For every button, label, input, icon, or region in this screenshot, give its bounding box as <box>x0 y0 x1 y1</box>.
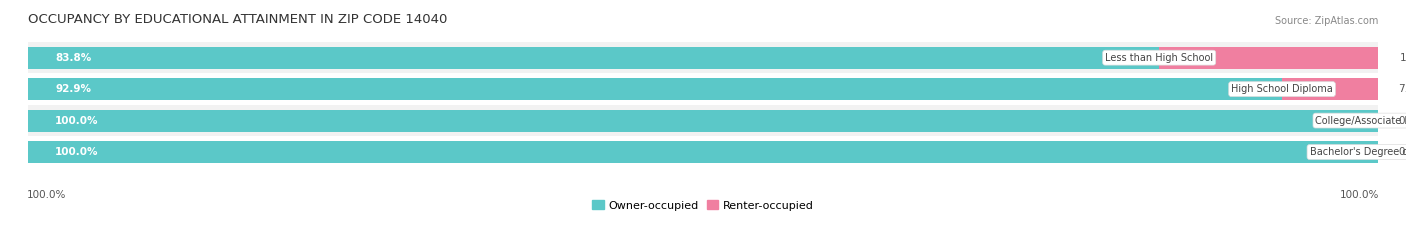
Text: 100.0%: 100.0% <box>55 147 98 157</box>
Bar <box>28 105 1378 136</box>
Bar <box>28 141 1378 163</box>
Text: 7.1%: 7.1% <box>1398 84 1406 94</box>
Text: Source: ZipAtlas.com: Source: ZipAtlas.com <box>1274 16 1378 26</box>
Text: 0.0%: 0.0% <box>1398 147 1406 157</box>
Text: 16.3%: 16.3% <box>1399 53 1406 63</box>
Bar <box>1282 78 1378 100</box>
Text: Less than High School: Less than High School <box>1105 53 1213 63</box>
Bar <box>28 47 1159 69</box>
Bar <box>28 42 1378 73</box>
Text: Bachelor's Degree or higher: Bachelor's Degree or higher <box>1309 147 1406 157</box>
Text: 100.0%: 100.0% <box>1340 190 1379 200</box>
Text: 0.0%: 0.0% <box>1398 116 1406 126</box>
Text: High School Diploma: High School Diploma <box>1232 84 1333 94</box>
Text: OCCUPANCY BY EDUCATIONAL ATTAINMENT IN ZIP CODE 14040: OCCUPANCY BY EDUCATIONAL ATTAINMENT IN Z… <box>28 13 447 26</box>
Bar <box>28 136 1378 168</box>
Text: 100.0%: 100.0% <box>27 190 66 200</box>
Legend: Owner-occupied, Renter-occupied: Owner-occupied, Renter-occupied <box>588 196 818 215</box>
Text: College/Associate Degree: College/Associate Degree <box>1316 116 1406 126</box>
Bar <box>28 73 1378 105</box>
Text: 83.8%: 83.8% <box>55 53 91 63</box>
Text: 100.0%: 100.0% <box>55 116 98 126</box>
Bar <box>28 110 1378 132</box>
Bar <box>1159 47 1379 69</box>
Bar <box>28 78 1282 100</box>
Text: 92.9%: 92.9% <box>55 84 91 94</box>
